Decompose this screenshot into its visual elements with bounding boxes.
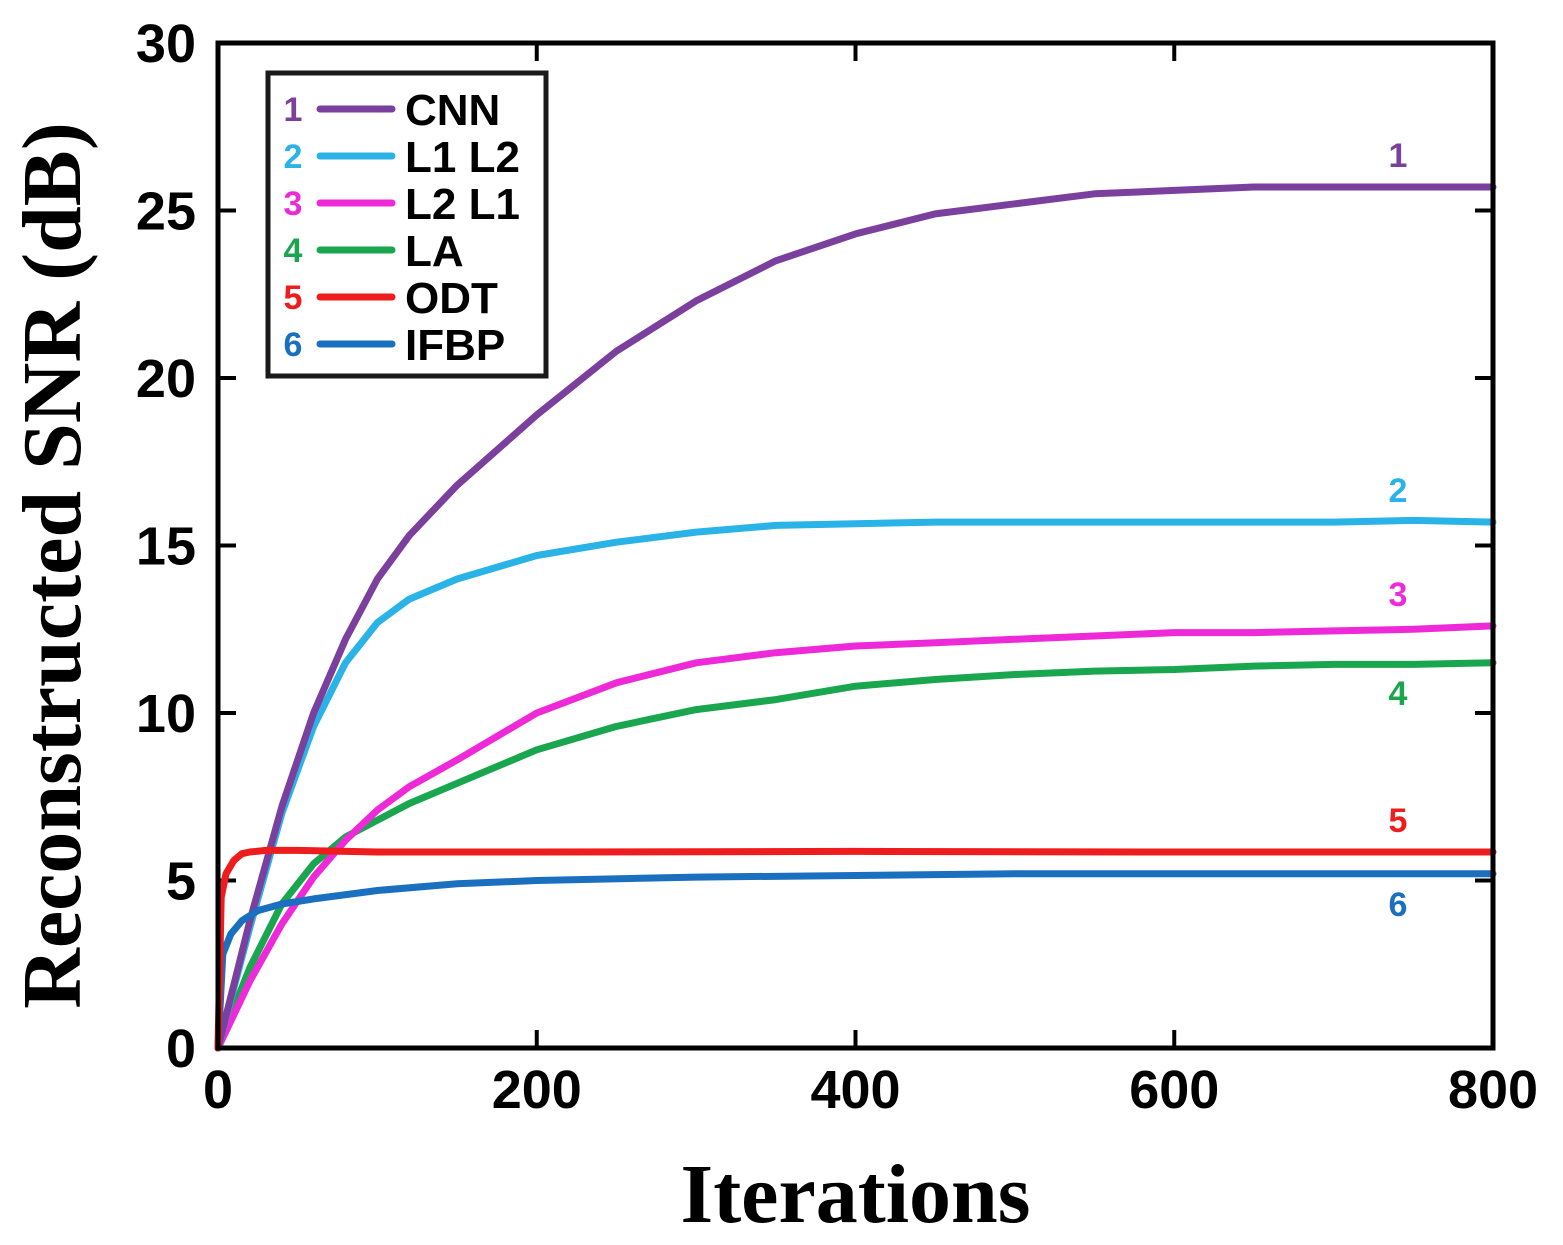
legend-label: IFBP: [405, 321, 505, 370]
legend-number: 1: [284, 91, 303, 129]
legend-number: 3: [284, 185, 303, 223]
end-label-2: 2: [1389, 472, 1408, 510]
x-tick-label-3: 600: [1129, 1060, 1219, 1120]
legend-entry-2: 2 L1 L2: [284, 133, 520, 182]
y-tick-labels: 0 5 10 15 20 25 30: [136, 14, 196, 1079]
series-line-2: [214, 516, 1497, 1052]
legend-entry-6: 6 IFBP: [284, 321, 506, 370]
end-label-6: 6: [1389, 886, 1408, 924]
y-tick-label-2: 10: [136, 684, 196, 744]
x-tick-label-4: 800: [1448, 1060, 1538, 1120]
y-axis-title: Reconstructed SNR (dB): [6, 122, 99, 1009]
legend-number: 4: [284, 232, 303, 270]
series-line-3: [214, 622, 1497, 1052]
legend-label: L2 L1: [405, 180, 520, 229]
plot-frame: [215, 40, 1496, 1051]
legend-number: 6: [284, 326, 303, 364]
x-axis-title: Iterations: [681, 1148, 1031, 1241]
x-tick-labels: 0 200 400 600 800: [203, 1060, 1538, 1120]
legend-number: 2: [284, 138, 303, 176]
legend-entry-4: 4 LA: [284, 227, 464, 276]
legend-label: L1 L2: [405, 133, 520, 182]
x-tick-label-1: 200: [492, 1060, 582, 1120]
y-tick-label-1: 5: [166, 852, 196, 912]
series-line-6: [214, 870, 1497, 1052]
legend-label: LA: [405, 227, 464, 276]
legend-box: [265, 70, 549, 379]
series-line-4: [214, 659, 1497, 1052]
series-line-1: [214, 183, 1497, 1052]
series-end-labels: 1 2 3 4 5 6: [1389, 137, 1408, 924]
x-tick-label-2: 400: [810, 1060, 900, 1120]
legend-label: ODT: [405, 274, 498, 323]
y-tick-label-5: 25: [136, 182, 196, 242]
y-tick-label-3: 15: [136, 517, 196, 577]
end-label-4: 4: [1389, 675, 1408, 713]
y-tick-label-6: 30: [136, 14, 196, 74]
legend-entry-1: 1 CNN: [284, 86, 501, 135]
y-tick-label-0: 0: [166, 1019, 196, 1079]
legend: 1 CNN 2 L1 L2 3 L2 L1 4 LA 5 ODT 6 IFBP: [265, 70, 549, 379]
x-tick-label-0: 0: [203, 1060, 233, 1120]
legend-entry-3: 3 L2 L1: [284, 180, 520, 229]
legend-label: CNN: [405, 86, 500, 135]
end-label-1: 1: [1389, 137, 1408, 175]
legend-number: 5: [284, 279, 303, 317]
series-line-5: [214, 846, 1497, 1052]
series-lines: [214, 183, 1497, 1052]
legend-entry-5: 5 ODT: [284, 274, 498, 323]
end-label-5: 5: [1389, 802, 1408, 840]
end-label-3: 3: [1389, 576, 1408, 614]
y-tick-label-4: 20: [136, 349, 196, 409]
